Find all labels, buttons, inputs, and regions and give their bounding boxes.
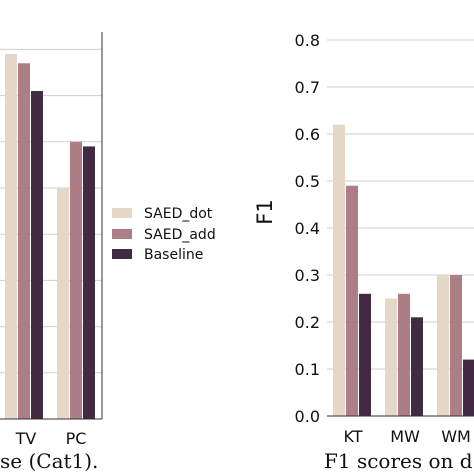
right-x-tick-kt: KT [343, 427, 362, 446]
left-x-tick-pc: PC [66, 429, 87, 448]
right-y-tick-6: 0.6 [295, 125, 320, 144]
left-x-tick-labels: TV PC [15, 429, 87, 448]
right-y-tick-3: 0.3 [295, 266, 320, 285]
right-y-tick-2: 0.2 [295, 313, 320, 332]
right-bar-wm-baseline [463, 359, 474, 416]
legend: SAED_dot SAED_add Baseline [112, 206, 216, 263]
right-bar-wm-saed-add [450, 275, 462, 416]
left-bar-pc-saed-add [70, 141, 82, 420]
right-x-tick-mw: MW [390, 427, 420, 446]
right-y-tick-labels: 0.0 0.1 0.2 0.3 0.4 0.5 0.6 0.7 0.8 [295, 31, 320, 426]
right-bar-kt-saed-add [346, 185, 358, 416]
right-bar-mw-baseline [411, 317, 423, 416]
left-caption: se (Cat1). [0, 449, 98, 473]
left-bar-pc-baseline [83, 146, 95, 420]
legend-label-saed-dot: SAED_dot [144, 206, 213, 222]
legend-label-saed-add: SAED_add [144, 227, 216, 243]
right-y-tick-7: 0.7 [295, 78, 320, 97]
right-y-tick-8: 0.8 [295, 31, 320, 50]
legend-swatch-saed-add [112, 229, 132, 239]
left-bar-tv-baseline [31, 90, 43, 419]
right-bars [333, 124, 474, 416]
right-y-tick-5: 0.5 [295, 172, 320, 191]
left-bar-tv-saed-add [18, 63, 30, 419]
legend-swatch-saed-dot [112, 208, 132, 218]
right-bar-kt-saed-dot [333, 124, 345, 416]
right-caption: F1 scores on d [324, 449, 473, 473]
left-bar-pc-saed-dot [57, 188, 69, 419]
right-y-axis-label: F1 [253, 199, 277, 224]
right-x-tick-labels: KT MW WM [343, 427, 470, 446]
legend-swatch-baseline [112, 249, 132, 259]
left-bar-tv-saed-dot [5, 54, 17, 420]
legend-label-baseline: Baseline [144, 247, 203, 263]
right-y-tick-0: 0.0 [295, 407, 320, 426]
left-chart: TV PC se (Cat1). [0, 32, 103, 473]
left-x-tick-tv: TV [15, 429, 37, 448]
right-bar-mw-saed-dot [385, 298, 397, 416]
right-bar-kt-baseline [359, 293, 371, 416]
left-bars [5, 54, 95, 420]
right-bar-wm-saed-dot [437, 275, 449, 416]
right-x-tick-wm: WM [441, 427, 471, 446]
right-y-tick-1: 0.1 [295, 360, 320, 379]
right-bar-mw-saed-add [398, 293, 410, 416]
right-chart: 0.0 0.1 0.2 0.3 0.4 0.5 0.6 0.7 0.8 KT MW WM F1 F1… [253, 31, 474, 473]
right-y-tick-4: 0.4 [295, 219, 320, 238]
